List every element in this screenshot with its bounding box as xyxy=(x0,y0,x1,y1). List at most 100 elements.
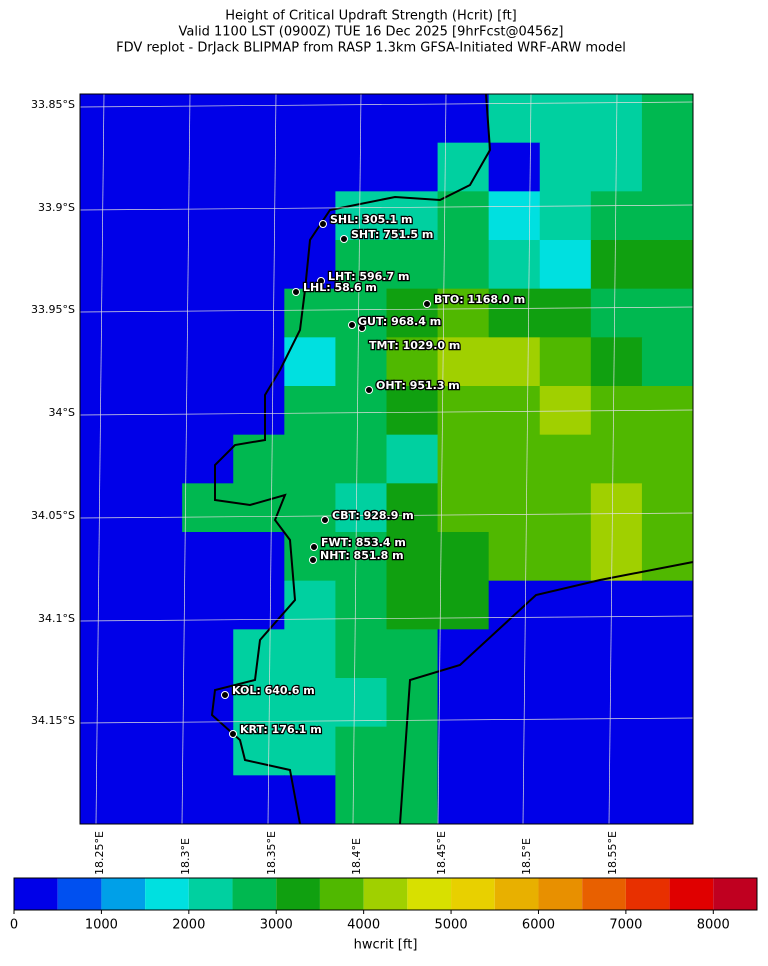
field-cell xyxy=(182,386,234,436)
station-dot xyxy=(317,277,325,285)
lat-label: 33.95°S xyxy=(31,303,75,316)
coastline xyxy=(399,561,694,825)
field-cell xyxy=(386,629,439,679)
colorbar-tick-label: 2000 xyxy=(172,918,205,933)
field-cell xyxy=(386,337,439,387)
field-cell xyxy=(233,580,285,630)
lat-line xyxy=(79,409,694,416)
field-cell xyxy=(182,94,234,144)
field-cell xyxy=(488,240,541,290)
field-cell xyxy=(437,678,490,728)
lat-label: 34.1°S xyxy=(38,612,75,625)
field-cell xyxy=(539,288,592,338)
lon-line xyxy=(522,93,532,825)
field-cell xyxy=(131,678,183,728)
field-cell xyxy=(641,580,694,630)
field-cell xyxy=(641,629,694,679)
field-cell xyxy=(284,386,336,436)
lat-line xyxy=(79,512,694,519)
field-cell xyxy=(182,434,234,484)
field-cell xyxy=(539,483,592,533)
field-cell xyxy=(488,726,541,776)
field-cell xyxy=(641,337,694,387)
field-cell xyxy=(437,191,490,241)
field-cell xyxy=(437,288,490,338)
field-cell xyxy=(233,191,285,241)
station-dot xyxy=(221,691,229,699)
field-cell xyxy=(284,629,336,679)
field-cell xyxy=(233,386,285,436)
title: Height of Critical Updraft Strength (Hcr… xyxy=(225,9,516,24)
field-cell xyxy=(590,240,643,290)
field-cell xyxy=(641,191,694,241)
field-cell xyxy=(386,580,439,630)
station-label: BTO: 1168.0 m xyxy=(434,293,525,306)
field-cell xyxy=(182,580,234,630)
field-cell xyxy=(386,386,439,436)
lon-label: 18.4°E xyxy=(350,838,363,875)
colorbar-bin xyxy=(451,878,495,910)
field-cell xyxy=(182,483,234,533)
field-cell xyxy=(539,434,592,484)
field-cell xyxy=(590,580,643,630)
field-cell xyxy=(437,386,490,436)
field-cell xyxy=(80,240,132,290)
field-cell xyxy=(641,726,694,776)
field-cell xyxy=(80,483,132,533)
field-cell xyxy=(488,629,541,679)
field-cell xyxy=(539,726,592,776)
field-cell xyxy=(488,94,541,144)
field-cell xyxy=(233,434,285,484)
overlay xyxy=(79,93,694,825)
station-dot xyxy=(423,300,431,308)
field-cell xyxy=(80,142,132,192)
field-cell xyxy=(233,240,285,290)
field-cell xyxy=(590,337,643,387)
field-cell xyxy=(233,678,285,728)
station-label: GUT: 968.4 m xyxy=(358,315,441,328)
field-cell xyxy=(590,775,643,825)
colorbar-bin xyxy=(276,878,320,910)
colorbar-bin xyxy=(188,878,233,910)
field-cell xyxy=(437,580,490,630)
field-cell xyxy=(131,240,183,290)
field-cell xyxy=(284,288,336,338)
lon-label: 18.3°E xyxy=(179,838,192,875)
field-cell xyxy=(131,337,183,387)
field-cell xyxy=(590,678,643,728)
field-cell xyxy=(386,94,439,144)
station-dot xyxy=(319,220,327,228)
field-cell xyxy=(80,434,132,484)
field-cell xyxy=(488,775,541,825)
field-cell xyxy=(131,142,183,192)
station-label: SHL: 305.1 m xyxy=(330,213,412,226)
field-cell xyxy=(182,775,234,825)
lon-label: 18.5°E xyxy=(520,838,533,875)
station-dot xyxy=(358,324,366,332)
field-cell xyxy=(335,434,387,484)
field-cell xyxy=(641,94,694,144)
field-cell xyxy=(335,775,387,825)
field-cell xyxy=(182,337,234,387)
lon-line xyxy=(437,93,447,825)
field-cell xyxy=(488,434,541,484)
field-cell xyxy=(80,726,132,776)
field-cell xyxy=(488,288,541,338)
field-cell xyxy=(80,532,132,582)
field-cell xyxy=(641,240,694,290)
colorbar-tick-label: 1000 xyxy=(85,918,118,933)
field-cell xyxy=(335,678,387,728)
field-cell xyxy=(182,678,234,728)
field-cell xyxy=(233,142,285,192)
lon-line xyxy=(352,93,362,825)
field-cell xyxy=(182,142,234,192)
field-cell xyxy=(437,775,490,825)
lon-label: 18.25°E xyxy=(93,831,106,875)
lon-label: 18.35°E xyxy=(265,831,278,875)
lat-label: 33.85°S xyxy=(31,98,75,111)
field-cell xyxy=(488,532,541,582)
field-cell xyxy=(641,678,694,728)
colorbar-tick-label: 3000 xyxy=(260,918,293,933)
lon-line xyxy=(608,93,618,825)
colorbar-frame xyxy=(13,877,758,911)
